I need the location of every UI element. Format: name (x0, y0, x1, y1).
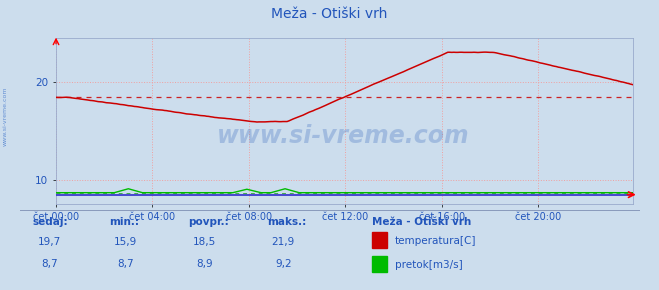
Text: 8,7: 8,7 (117, 259, 134, 269)
Text: 18,5: 18,5 (192, 237, 216, 247)
Text: sedaj:: sedaj: (33, 217, 69, 227)
Text: 8,7: 8,7 (41, 259, 58, 269)
Text: Meža - Otiški vrh: Meža - Otiški vrh (272, 7, 387, 21)
Text: maks.:: maks.: (267, 217, 306, 227)
Text: povpr.:: povpr.: (188, 217, 229, 227)
Text: pretok[m3/s]: pretok[m3/s] (395, 260, 463, 269)
Text: www.si-vreme.com: www.si-vreme.com (217, 124, 470, 148)
Text: 21,9: 21,9 (272, 237, 295, 247)
Text: Meža - Otiški vrh: Meža - Otiški vrh (372, 217, 472, 227)
Text: 19,7: 19,7 (38, 237, 61, 247)
Text: 8,9: 8,9 (196, 259, 213, 269)
Text: www.si-vreme.com: www.si-vreme.com (3, 86, 8, 146)
Text: 15,9: 15,9 (113, 237, 137, 247)
Text: temperatura[C]: temperatura[C] (395, 236, 476, 246)
Text: min.:: min.: (109, 217, 139, 227)
Text: 9,2: 9,2 (275, 259, 292, 269)
